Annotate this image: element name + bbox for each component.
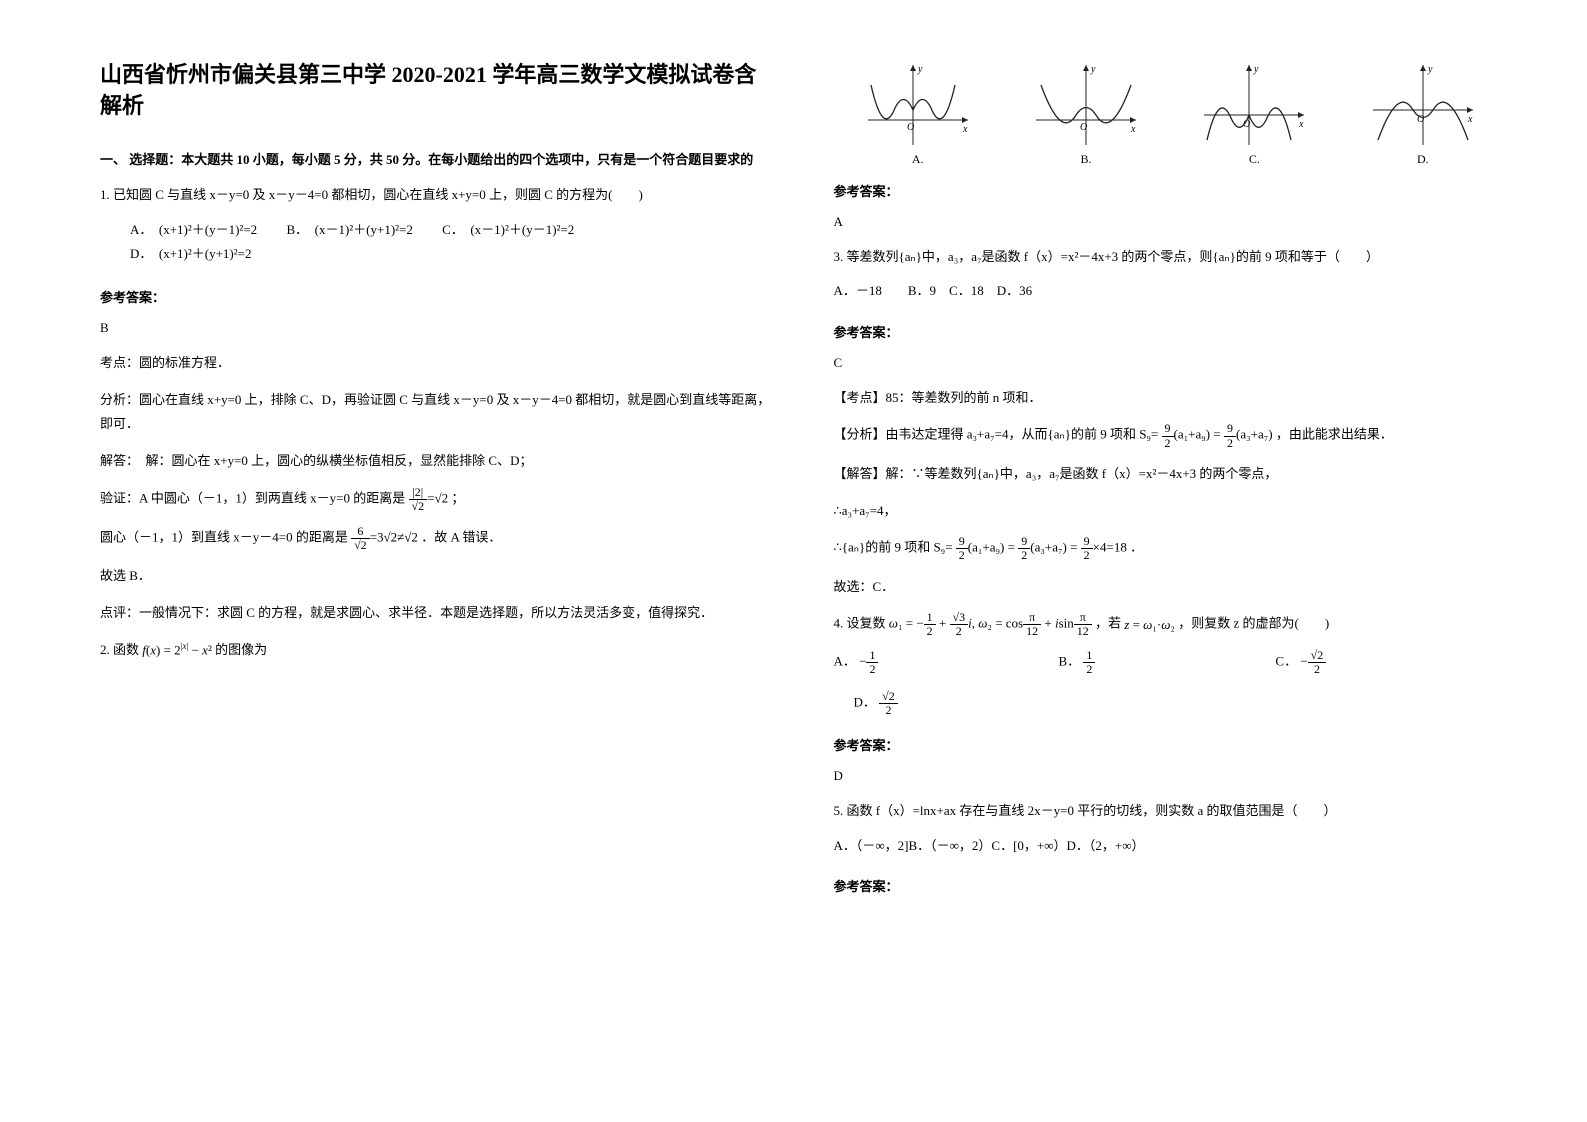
svg-text:y: y [1253, 64, 1259, 75]
right-column: O x y A. O x y B. [834, 60, 1508, 1082]
q1-p5b: ．故 A 错误． [421, 530, 501, 545]
q4-optB-label: B． [1058, 653, 1080, 668]
q1-p1: 考点：圆的标准方程． [100, 351, 774, 376]
left-column: 山西省忻州市偏关县第三中学 2020-2021 学年高三数学文模拟试卷含解析 一… [100, 60, 774, 1082]
q1-stem: 1. 已知圆 C 与直线 x－y=0 及 x－y－4=0 都相切，圆心在直线 x… [100, 183, 774, 208]
svg-text:x: x [1467, 114, 1473, 125]
q3-ans: C [834, 351, 1508, 376]
page-title: 山西省忻州市偏关县第三中学 2020-2021 学年高三数学文模拟试卷含解析 [100, 60, 774, 122]
q3-p1: 【考点】85：等差数列的前 n 项和． [834, 386, 1508, 411]
q5-opts: A．（－∞，2]B．（－∞，2）C．[0，+∞）D．（2，+∞） [834, 834, 1508, 859]
q4-optC: C． −√22 [1275, 649, 1326, 676]
q4-ans-label: 参考答案： [834, 735, 1508, 754]
graph-C: O x y C. [1199, 60, 1309, 167]
q2-stem: 2. 函数 f(x) = 2|x| − x² 的图像为 [100, 638, 774, 664]
q2-ans-label: 参考答案： [834, 181, 1508, 200]
q4-optA-label: A． [834, 653, 856, 668]
q4-stem-a: 4. 设复数 [834, 616, 886, 631]
svg-text:x: x [1298, 119, 1304, 130]
q1-p4b: ； [451, 490, 464, 505]
q4-optB-val: 12 [1083, 649, 1095, 676]
graph-B: O x y B. [1031, 60, 1141, 167]
svg-text:y: y [1090, 64, 1096, 75]
q1-optD: D． (x+1)²＋(y+1)²=2 [130, 246, 252, 261]
svg-text:y: y [917, 64, 923, 75]
graph-A-label: A. [863, 152, 973, 167]
graph-D: O x y D. [1368, 60, 1478, 167]
graph-B-svg: O x y [1031, 60, 1141, 150]
q1-ans: B [100, 316, 774, 341]
svg-text:O: O [1080, 122, 1087, 133]
q1-p2: 分析：圆心在直线 x+y=0 上，排除 C、D，再验证圆 C 与直线 x－y=0… [100, 388, 774, 437]
q1-optA: A． (x+1)²＋(y－1)²=2 [130, 222, 257, 237]
q4-optA-val: −12 [859, 649, 878, 676]
q4-math-z: z = ω₁·ω₂ [1124, 613, 1175, 638]
q4-optC-val: −√22 [1300, 649, 1326, 676]
graph-D-svg: O x y [1368, 60, 1478, 150]
math-frac-1: |2|√2=√2 [409, 486, 449, 513]
svg-text:O: O [907, 122, 914, 133]
q4-math: ω₁ = −12 + √32i, ω₂ = cosπ12 + isinπ12 [889, 611, 1092, 638]
q3-p4: ∴a₃+a₇=4， [834, 499, 1508, 524]
q4-stem-b: ，若 [1095, 616, 1121, 631]
q1-p5a: 圆心（－1，1）到直线 x－y－4=0 的距离是 [100, 530, 348, 545]
graph-D-label: D. [1368, 152, 1478, 167]
q4-stem-c: ，则复数 z 的虚部为( ) [1178, 616, 1329, 631]
svg-text:y: y [1427, 64, 1433, 75]
q1-p7: 点评：一般情况下：求圆 C 的方程，就是求圆心、求半径．本题是选择题，所以方法灵… [100, 601, 774, 626]
q1-ans-label: 参考答案： [100, 287, 774, 306]
svg-text:x: x [1130, 124, 1136, 135]
q4-optA: A． −12 [834, 649, 879, 676]
q3-p5b: ． [1130, 540, 1143, 555]
q3-p5a: ∴{aₙ}的前 9 项和 S₉= [834, 540, 953, 555]
graph-A-svg: O x y [863, 60, 973, 150]
q2-stem-a: 2. 函数 [100, 642, 139, 657]
q3-p5: ∴{aₙ}的前 9 项和 S₉= 92(a₁+a₉) = 92(a₃+a₇) =… [834, 535, 1508, 562]
q1-p4: 验证：A 中圆心（－1，1）到两直线 x－y=0 的距离是 |2|√2=√2 ； [100, 486, 774, 513]
q4-stem: 4. 设复数 ω₁ = −12 + √32i, ω₂ = cosπ12 + is… [834, 611, 1508, 638]
q1-p4a: 验证：A 中圆心（－1，1）到两直线 x－y=0 的距离是 [100, 490, 405, 505]
q3-p2b: ，由此能求出结果． [1276, 427, 1393, 442]
q2-graphs: O x y A. O x y B. [834, 60, 1508, 167]
q3-p3: 【解答】解：∵等差数列{aₙ}中，a₃，a₇是函数 f（x）=x²－4x+3 的… [834, 462, 1508, 487]
svg-text:x: x [962, 124, 968, 135]
q1-p3: 解答： 解：圆心在 x+y=0 上，圆心的纵横坐标值相反，显然能排除 C、D； [100, 449, 774, 474]
q3-ans-label: 参考答案： [834, 322, 1508, 341]
graph-C-svg: O x y [1199, 60, 1309, 150]
q4-optC-label: C． [1275, 653, 1297, 668]
q5-ans-label: 参考答案： [834, 876, 1508, 895]
q3-math2: 92(a₁+a₉) = 92(a₃+a₇) = 92×4=18 [956, 535, 1127, 562]
graph-A: O x y A. [863, 60, 973, 167]
q3-p2a: 【分析】由韦达定理得 a₃+a₇=4，从而{aₙ}的前 9 项和 S₉= [834, 427, 1159, 442]
q3-p6: 故选：C． [834, 575, 1508, 600]
graph-B-label: B. [1031, 152, 1141, 167]
q2-fn: f(x) = 2|x| − x² [142, 638, 212, 663]
section-head: 一、 选择题：本大题共 10 小题，每小题 5 分，共 50 分。在每小题给出的… [100, 150, 774, 170]
q3-opts: A．－18 B．9 C．18 D．36 [834, 279, 1508, 304]
q1-optB: B． (x－1)²＋(y+1)²=2 [286, 222, 412, 237]
q4-opts-row1: A． −12 B． 12 C． −√22 [834, 649, 1508, 676]
q2-ans: A [834, 210, 1508, 235]
q5-stem: 5. 函数 f（x）=lnx+ax 存在与直线 2x－y=0 平行的切线，则实数… [834, 799, 1508, 824]
q3-stem: 3. 等差数列{aₙ}中，a₃，a₇是函数 f（x）=x²－4x+3 的两个零点… [834, 245, 1508, 270]
q1-p6: 故选 B． [100, 564, 774, 589]
q3-math1: 92(a₁+a₉) = 92(a₃+a₇) [1162, 422, 1273, 449]
math-frac-2: 6√2=3√2≠√2 [351, 525, 418, 552]
q4-optD: D． √22 [854, 690, 1508, 717]
q1-optC: C． (x－1)²＋(y－1)²=2 [442, 222, 574, 237]
graph-C-label: C. [1199, 152, 1309, 167]
q3-p2: 【分析】由韦达定理得 a₃+a₇=4，从而{aₙ}的前 9 项和 S₉= 92(… [834, 422, 1508, 449]
q4-ans: D [834, 764, 1508, 789]
q1-options: A． (x+1)²＋(y－1)²=2 B． (x－1)²＋(y+1)²=2 C．… [130, 218, 774, 267]
q4-optD-val: √22 [879, 690, 898, 717]
q4-optB: B． 12 [1058, 649, 1095, 676]
q2-stem-b: 的图像为 [215, 642, 267, 657]
q4-optD-label: D． [854, 695, 876, 710]
q1-p5: 圆心（－1，1）到直线 x－y－4=0 的距离是 6√2=3√2≠√2 ．故 A… [100, 525, 774, 552]
